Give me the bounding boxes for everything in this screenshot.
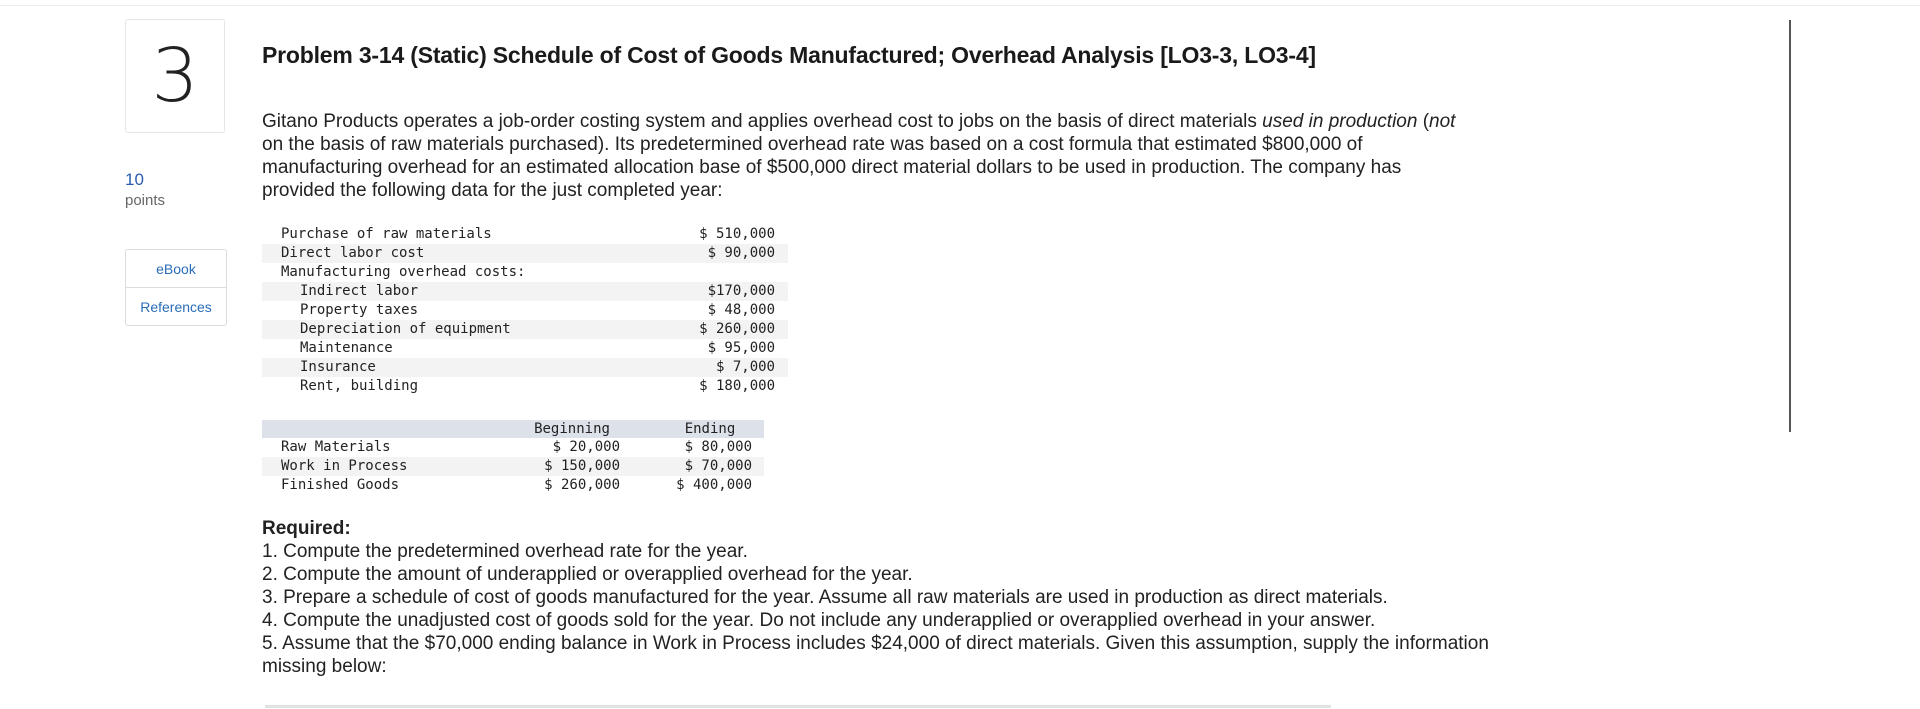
ebook-button[interactable]: eBook: [156, 260, 196, 277]
row-value: $ 180,000: [699, 378, 775, 394]
row-label: Indirect labor: [300, 283, 419, 299]
points-label: points: [125, 192, 166, 209]
header-ending: Ending: [684, 421, 736, 437]
cost-data-table: Purchase of raw materials $ 510,000 Direc…: [262, 225, 788, 396]
ending-value: $ 400,000: [676, 477, 752, 493]
row-label: Maintenance: [300, 340, 393, 356]
inventory-header-row: Beginning Ending: [262, 420, 764, 438]
table-row: Finished Goods $ 260,000 $ 400,000: [262, 476, 764, 495]
row-value: $ 7,000: [715, 359, 775, 375]
required-item: 2. Compute the amount of underapplied or…: [262, 564, 913, 585]
row-value: $ 510,000: [699, 226, 775, 242]
row-value: $ 95,000: [707, 340, 775, 356]
resource-buttons: eBook References: [125, 249, 227, 326]
row-value: $ 260,000: [699, 321, 775, 337]
table-row: Raw Materials $ 20,000 $ 80,000: [262, 438, 764, 457]
header-beginning: Beginning: [534, 421, 610, 437]
row-value: $170,000: [707, 283, 775, 299]
required-item: 1. Compute the predetermined overhead ra…: [262, 541, 748, 562]
top-divider: [0, 5, 1920, 6]
bottom-divider: [265, 705, 1331, 708]
required-heading: Required:: [262, 518, 351, 539]
table-row: Depreciation of equipment $ 260,000: [262, 320, 788, 339]
row-label: Property taxes: [300, 302, 419, 318]
row-label: Depreciation of equipment: [300, 321, 511, 337]
row-label: Finished Goods: [281, 477, 400, 493]
inventory-table: Beginning Ending Raw Materials $ 20,000 …: [262, 420, 764, 495]
required-item: 5. Assume that the $70,000 ending balanc…: [262, 633, 1489, 677]
scrollbar-track[interactable]: [1789, 20, 1791, 432]
intro-text-1: Gitano Products operates a job-order cos…: [262, 111, 1263, 132]
table-row: Purchase of raw materials $ 510,000: [262, 225, 788, 244]
required-section: Required: 1. Compute the predetermined o…: [262, 517, 1502, 678]
table-row: Property taxes $ 48,000: [262, 301, 788, 320]
ending-value: $ 80,000: [684, 439, 752, 455]
table-row: Work in Process $ 150,000 $ 70,000: [262, 457, 764, 476]
row-label: Work in Process: [281, 458, 408, 474]
problem-intro: Gitano Products operates a job-order cos…: [262, 110, 1462, 202]
references-button[interactable]: References: [126, 287, 226, 325]
row-label: Purchase of raw materials: [281, 226, 492, 242]
table-row: Indirect labor $170,000: [262, 282, 788, 301]
problem-title: Problem 3-14 (Static) Schedule of Cost o…: [262, 42, 1316, 68]
required-item: 4. Compute the unadjusted cost of goods …: [262, 610, 1376, 631]
question-number: 3: [125, 19, 225, 133]
row-label: Rent, building: [300, 378, 419, 394]
table-row: Direct labor cost $ 90,000: [262, 244, 788, 263]
row-label: Raw Materials: [281, 439, 391, 455]
row-label: Manufacturing overhead costs:: [281, 264, 526, 280]
table-row: Maintenance $ 95,000: [262, 339, 788, 358]
table-row: Manufacturing overhead costs:: [262, 263, 788, 282]
beginning-value: $ 150,000: [544, 458, 620, 474]
intro-emphasis-not: not: [1429, 111, 1456, 132]
row-value: $ 90,000: [707, 245, 775, 261]
intro-emphasis-used: used in production: [1262, 111, 1418, 132]
ending-value: $ 70,000: [684, 458, 752, 474]
table-row: Rent, building $ 180,000: [262, 377, 788, 396]
intro-text-2: (: [1417, 111, 1430, 132]
row-value: $ 48,000: [707, 302, 775, 318]
beginning-value: $ 20,000: [552, 439, 620, 455]
intro-text-3: on the basis of raw materials purchased)…: [262, 134, 1402, 201]
required-item: 3. Prepare a schedule of cost of goods m…: [262, 587, 1388, 608]
beginning-value: $ 260,000: [544, 477, 620, 493]
table-row: Insurance $ 7,000: [262, 358, 788, 377]
points-value: 10: [125, 170, 144, 189]
row-label: Direct labor cost: [281, 245, 425, 261]
row-label: Insurance: [300, 359, 376, 375]
